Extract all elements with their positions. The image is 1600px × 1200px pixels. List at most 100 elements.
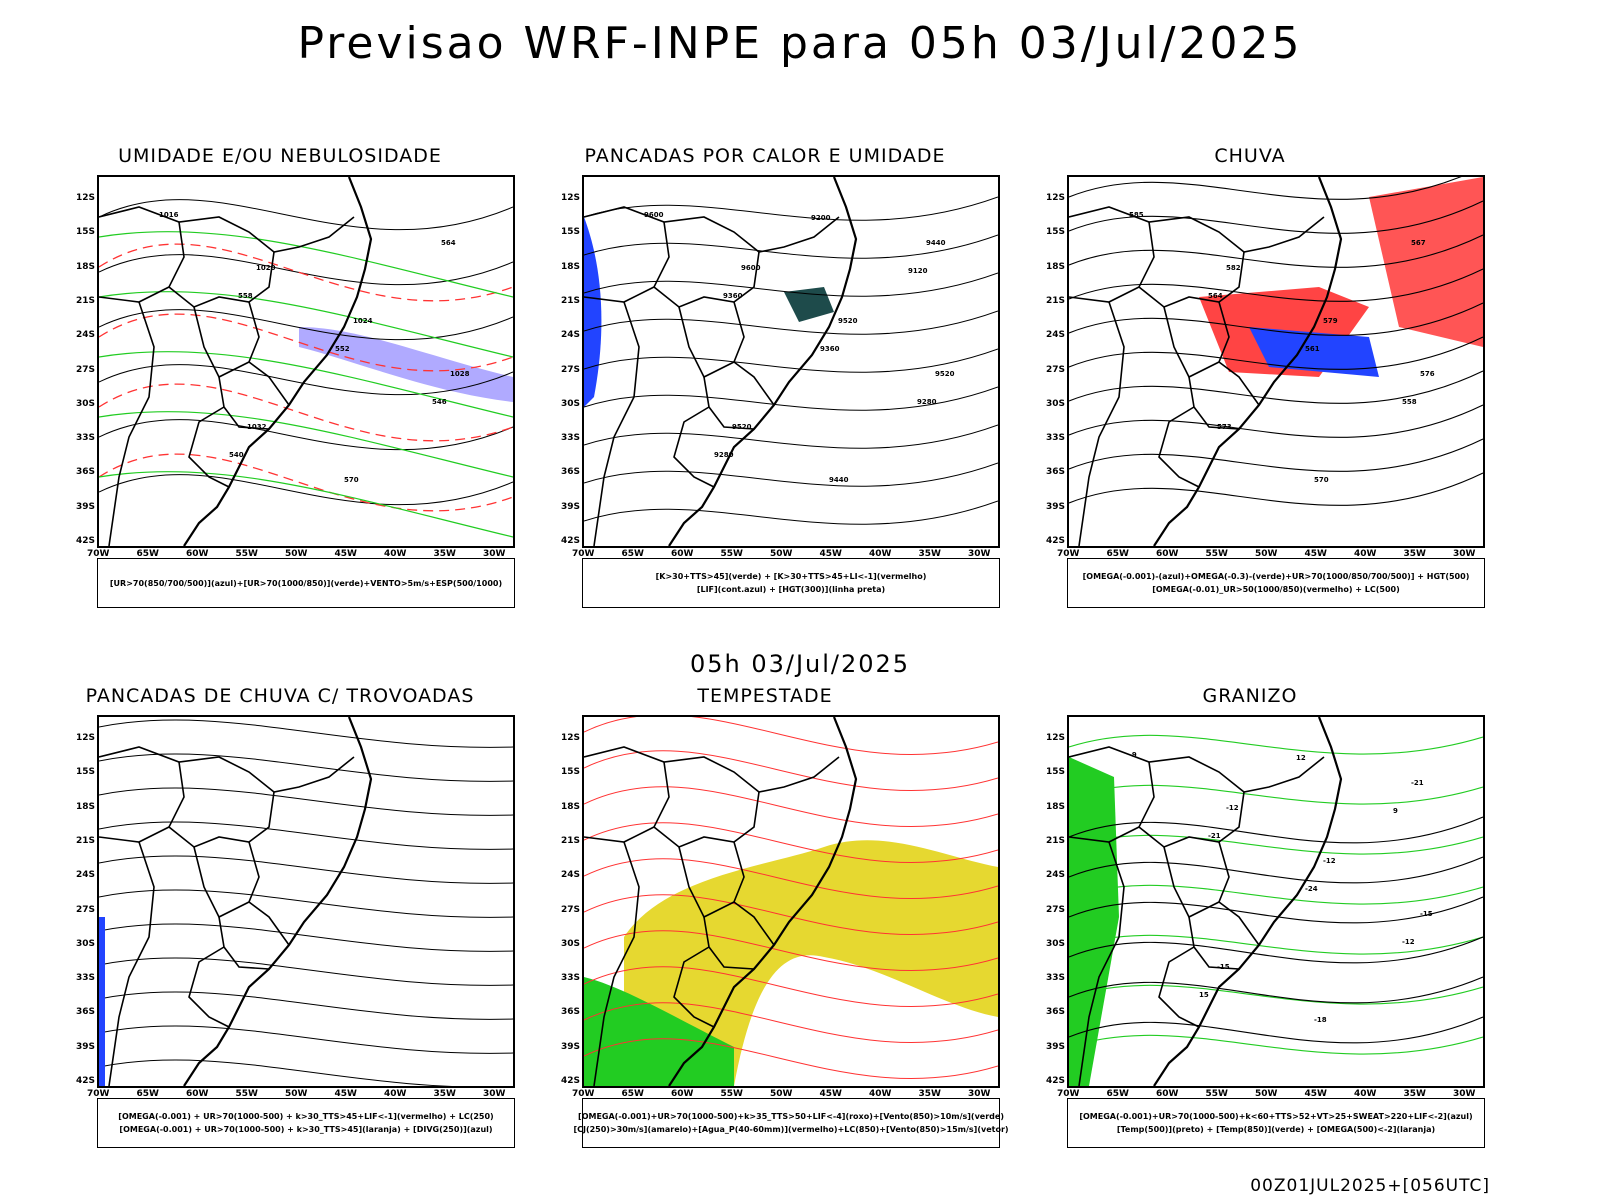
latitude-label: 18S bbox=[75, 801, 95, 812]
panel-title: TEMPESTADE bbox=[697, 685, 833, 707]
contour-line bbox=[584, 966, 998, 1008]
contour-line bbox=[584, 1002, 998, 1044]
latitude-label: 33S bbox=[1045, 433, 1065, 444]
contour-line bbox=[99, 1025, 513, 1054]
contour-line bbox=[584, 1038, 998, 1080]
country-border bbox=[99, 286, 170, 303]
latitude-label: 36S bbox=[560, 1007, 580, 1018]
country-border bbox=[652, 221, 760, 308]
longitude-label: 45W bbox=[334, 1089, 357, 1099]
country-border bbox=[1069, 286, 1140, 303]
latitude-label: 36S bbox=[560, 467, 580, 478]
contour-line bbox=[99, 351, 513, 418]
contour-line bbox=[1069, 177, 1462, 200]
country-border bbox=[584, 206, 840, 253]
latitude-label: 42S bbox=[560, 536, 580, 546]
longitude-label: 35W bbox=[433, 549, 456, 559]
contour-label: -15 bbox=[1420, 910, 1433, 918]
country-border bbox=[1069, 206, 1325, 253]
contour-line bbox=[99, 453, 513, 512]
humidity-area bbox=[299, 327, 513, 402]
longitude-label: 55W bbox=[235, 1089, 258, 1099]
contour-label: 1028 bbox=[450, 370, 470, 378]
contour-line bbox=[1069, 234, 1483, 268]
contour-label: -18 bbox=[1314, 1016, 1327, 1024]
longitude-label: 55W bbox=[720, 1089, 743, 1099]
contour-line bbox=[1069, 1034, 1483, 1055]
map-area: 9600 9600 9520 9520 9520 9440 9440 9360 9360 9280… bbox=[582, 175, 1000, 548]
contour-label: -9 bbox=[1129, 751, 1137, 759]
forecast-panel: GRANIZO 12S 15S 18S 21S 24S 27S 30S 33S 36S 39S 42S… bbox=[1015, 685, 1485, 1155]
contour-line bbox=[1069, 336, 1483, 370]
longitude-label: 40W bbox=[384, 1089, 407, 1099]
latitude-label: 12S bbox=[560, 193, 580, 203]
panel-title: PANCADAS POR CALOR E UMIDADE bbox=[584, 145, 946, 167]
legend-line: [OMEGA(-0.01)_UR>50(1000/850)(vermelho) … bbox=[1152, 585, 1400, 594]
latitude-label: 27S bbox=[560, 904, 580, 915]
contour-label: 561 bbox=[1305, 345, 1320, 353]
latitude-label: 33S bbox=[1045, 973, 1065, 984]
contour-label: 546 bbox=[432, 398, 447, 406]
map-area bbox=[97, 715, 515, 1088]
longitude-label: 30W bbox=[1453, 1089, 1476, 1099]
longitude-label: 45W bbox=[819, 549, 842, 559]
country-border bbox=[1158, 406, 1200, 488]
contour-line bbox=[99, 199, 513, 231]
latitude-label: 42S bbox=[75, 536, 95, 546]
contour-line bbox=[584, 822, 998, 864]
contour-line bbox=[584, 234, 998, 259]
latitude-label: 39S bbox=[75, 501, 95, 512]
jet-stream-area bbox=[624, 840, 998, 1086]
contour-line bbox=[1069, 734, 1483, 755]
run-info-footer: 00Z01JUL2025+[056UTC] bbox=[1250, 1176, 1490, 1196]
longitude-label: 70W bbox=[87, 1089, 110, 1099]
contour-line bbox=[584, 424, 998, 449]
latitude-label: 15S bbox=[1045, 767, 1065, 778]
lif-area bbox=[584, 217, 602, 407]
contour-line bbox=[99, 471, 513, 538]
contour-line bbox=[1069, 896, 1483, 924]
longitude-label: 60W bbox=[1156, 549, 1179, 559]
contour-label: 1020 bbox=[256, 264, 276, 272]
contour-line bbox=[584, 786, 998, 828]
country-border bbox=[673, 406, 715, 488]
contour-label: 552 bbox=[335, 345, 350, 353]
contour-label: 9440 bbox=[926, 239, 946, 247]
forecast-panel: UMIDADE E/OU NEBULOSIDADE 12S 15S 18S 21S 24S… bbox=[45, 145, 515, 615]
latitude-label: 21S bbox=[75, 835, 95, 846]
contour-label: 558 bbox=[238, 292, 253, 300]
latitude-label: 33S bbox=[75, 433, 95, 444]
contour-line bbox=[99, 855, 513, 884]
contour-label: 1024 bbox=[353, 317, 373, 325]
contour-label: 564 bbox=[441, 239, 456, 247]
contour-line bbox=[1069, 472, 1483, 506]
latitude-label: 12S bbox=[1045, 193, 1065, 203]
longitude-label: 70W bbox=[572, 1089, 595, 1099]
contour-line bbox=[1069, 268, 1483, 302]
latitude-label: 33S bbox=[560, 973, 580, 984]
country-border bbox=[652, 761, 760, 848]
longitude-label: 55W bbox=[720, 549, 743, 559]
country-border bbox=[678, 306, 735, 379]
country-border bbox=[1188, 916, 1240, 970]
map-svg: 9600 9600 9520 9520 9520 9440 9440 9360 9360 9280… bbox=[584, 177, 998, 546]
coastline bbox=[1153, 717, 1343, 1086]
longitude-label: 55W bbox=[235, 549, 258, 559]
forecast-panel: TEMPESTADE 12S 15S 18S 21S 24S 27S 30S 33S 36S 39S… bbox=[530, 685, 1009, 1155]
contour-line bbox=[584, 272, 998, 297]
map-svg bbox=[99, 717, 513, 1086]
legend-box: [UR>70(850/700/500)](azul)+[UR>70(1000/8… bbox=[97, 558, 515, 608]
instability-area bbox=[784, 287, 834, 322]
country-border bbox=[99, 206, 355, 253]
contour-line bbox=[584, 196, 998, 221]
latitude-label: 21S bbox=[75, 295, 95, 306]
contour-line bbox=[99, 231, 513, 298]
country-border bbox=[218, 376, 270, 430]
contour-line bbox=[1069, 976, 1483, 1004]
legend-box: [K>30+TTS>45](verde) + [K>30+TTS>45+LI<-… bbox=[582, 558, 1000, 608]
legend-line: [OMEGA(-0.001) + UR>70(1000-500) + k>30_… bbox=[119, 1125, 493, 1134]
legend-box: [OMEGA(-0.001)-(azul)+OMEGA(-0.3)-(verde… bbox=[1067, 558, 1485, 608]
country-border bbox=[193, 846, 250, 919]
country-border bbox=[593, 301, 640, 546]
contour-line bbox=[1069, 404, 1483, 438]
